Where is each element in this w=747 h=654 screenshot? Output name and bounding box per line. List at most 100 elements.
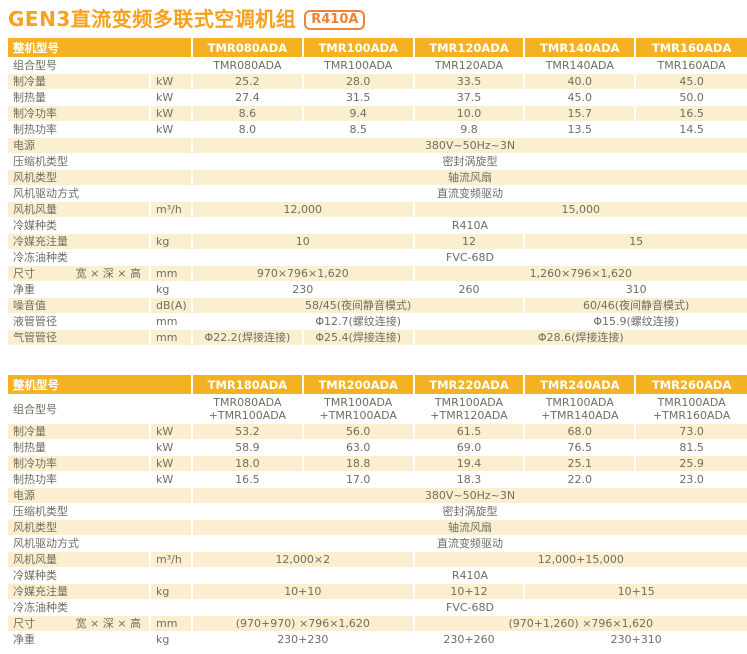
spec-value: 63.0 [303,440,415,456]
spec-value: 12,000 [193,202,415,218]
spec-value: 直流变频驱动 [193,536,747,552]
row-label: 压缩机类型 [13,505,68,518]
table-row: 风机风量 m³/h 12,000×2 12,000+15,000 [8,552,747,568]
table-row: 制热功率 kW 16.5 17.0 18.3 22.0 23.0 [8,472,747,488]
spec-value: 17.0 [303,472,415,488]
column-header-model: TMR180ADA [193,375,304,395]
spec-value: TMR140ADA [525,58,637,74]
row-label: 噪音值 [13,299,46,312]
row-unit: kW [151,74,193,90]
row-unit: m³/h [151,202,193,218]
spec-value: 25.9 [636,456,747,472]
row-label: 制热量 [13,441,46,454]
table-row: 制热量 kW 58.9 63.0 69.0 76.5 81.5 [8,440,747,456]
row-unit: kg [151,282,193,298]
column-header-model-label: 整机型号 [8,375,193,395]
spec-value: 直流变频驱动 [193,186,747,202]
row-label-cell: 风机类型 [8,520,193,536]
row-unit: kW [151,424,193,440]
table-row: 冷媒种类 R410A [8,218,747,234]
row-label-cell: 风机类型 [8,170,193,186]
row-label-cell: 压缩机类型 [8,504,193,520]
row-label: 风机驱动方式 [13,187,79,200]
row-label: 制热量 [13,91,46,104]
table-row: 冷媒充注量 kg 10+10 10+12 10+15 [8,584,747,600]
row-unit: kW [151,456,193,472]
spec-value: TMR080ADA [193,58,304,74]
spec-value: 10+10 [193,584,415,600]
spec-value: 380V~50Hz~3N [193,138,747,154]
spec-value: 10+15 [525,584,747,600]
spec-value: 9.8 [414,122,526,138]
spec-value: 310 [525,282,747,298]
table-row: 液管管径 mm Φ12.7(螺纹连接) Φ15.9(螺纹连接) [8,314,747,330]
table-row: 气管管径 mm Φ22.2(焊接连接) Φ25.4(焊接连接) Φ28.6(焊接连接) [8,330,747,346]
row-label-cell: 气管管径 [8,330,151,346]
spec-value: 56.0 [303,424,415,440]
column-header-model: TMR220ADA [414,375,526,395]
spec-value: 45.0 [525,90,637,106]
table-row: 电源 380V~50Hz~3N [8,138,747,154]
row-unit: mm [151,616,193,632]
row-label-cell: 制冷量 [8,424,151,440]
spec-value: TMR100ADA +TMR120ADA [414,395,526,424]
spec-value: 58/45(夜间静音模式) [193,298,526,314]
spec-value: 45.0 [636,74,747,90]
row-unit: m³/h [151,552,193,568]
spec-value: 28.0 [303,74,415,90]
spec-value: 380V~50Hz~3N [193,488,747,504]
row-label: 风机类型 [13,521,57,534]
spec-value: FVC-68D [193,600,747,616]
table-row: 压缩机类型 密封涡旋型 [8,504,747,520]
column-header-model: TMR080ADA [193,38,304,58]
spec-value: Φ25.4(焊接连接) [303,330,415,346]
spec-value: 12 [414,234,526,250]
column-header-model: TMR160ADA [636,38,747,58]
table-row: 制冷功率 kW 18.0 18.8 19.4 25.1 25.9 [8,456,747,472]
row-label-cell: 制冷量 [8,74,151,90]
row-label-cell: 压缩机类型 [8,154,193,170]
spec-value: 8.6 [193,106,304,122]
spec-value: 10 [193,234,415,250]
row-unit: kg [151,234,193,250]
spec-value: 260 [414,282,526,298]
page-title: GEN3直流变频多联式空调机组 [8,7,297,31]
row-label-cell: 制热量 [8,440,151,456]
row-label-cell: 尺寸 宽 × 深 × 高 [8,266,151,282]
row-label-cell: 风机驱动方式 [8,186,193,202]
table-row: 电源 380V~50Hz~3N [8,488,747,504]
spec-value: 8.0 [193,122,304,138]
row-unit: kg [151,632,193,648]
table-row: 尺寸 宽 × 深 × 高 mm (970+970) ×796×1,620 (970+1,… [8,616,747,632]
row-label-cell: 制热量 [8,90,151,106]
spec-value: 10+12 [414,584,526,600]
row-label: 尺寸 [13,617,35,630]
row-label: 冷冻油种类 [13,251,68,264]
spec-value: 37.5 [414,90,526,106]
row-label-cell: 电源 [8,138,193,154]
spec-value: 23.0 [636,472,747,488]
row-label-cell: 液管管径 [8,314,151,330]
spec-value: 73.0 [636,424,747,440]
table-row: 组合型号 TMR080ADA TMR100ADA TMR120ADA TMR140ADA… [8,58,747,74]
spec-value: TMR100ADA [303,58,415,74]
table-row: 组合型号 TMR080ADA +TMR100ADA TMR100ADA +TMR10… [8,395,747,424]
table-row: 风机类型 轴流风扇 [8,520,747,536]
row-label: 风机风量 [13,553,57,566]
row-label: 制热功率 [13,123,57,136]
row-label-cell: 风机风量 [8,202,151,218]
table-row: 制冷功率 kW 8.6 9.4 10.0 15.7 16.5 [8,106,747,122]
spec-value: 53.2 [193,424,304,440]
row-label-cell: 冷媒种类 [8,218,193,234]
spec-value: FVC-68D [193,250,747,266]
spec-value: 69.0 [414,440,526,456]
spec-value: 25.2 [193,74,304,90]
spec-value: 970×796×1,620 [193,266,415,282]
spec-value: 密封涡旋型 [193,154,747,170]
spec-value: Φ15.9(螺纹连接) [525,314,747,330]
row-label: 风机驱动方式 [13,537,79,550]
row-label-cell: 尺寸 宽 × 深 × 高 [8,616,151,632]
spec-value: 76.5 [525,440,637,456]
row-label: 尺寸 [13,267,35,280]
spec-value: TMR100ADA +TMR100ADA [303,395,415,424]
